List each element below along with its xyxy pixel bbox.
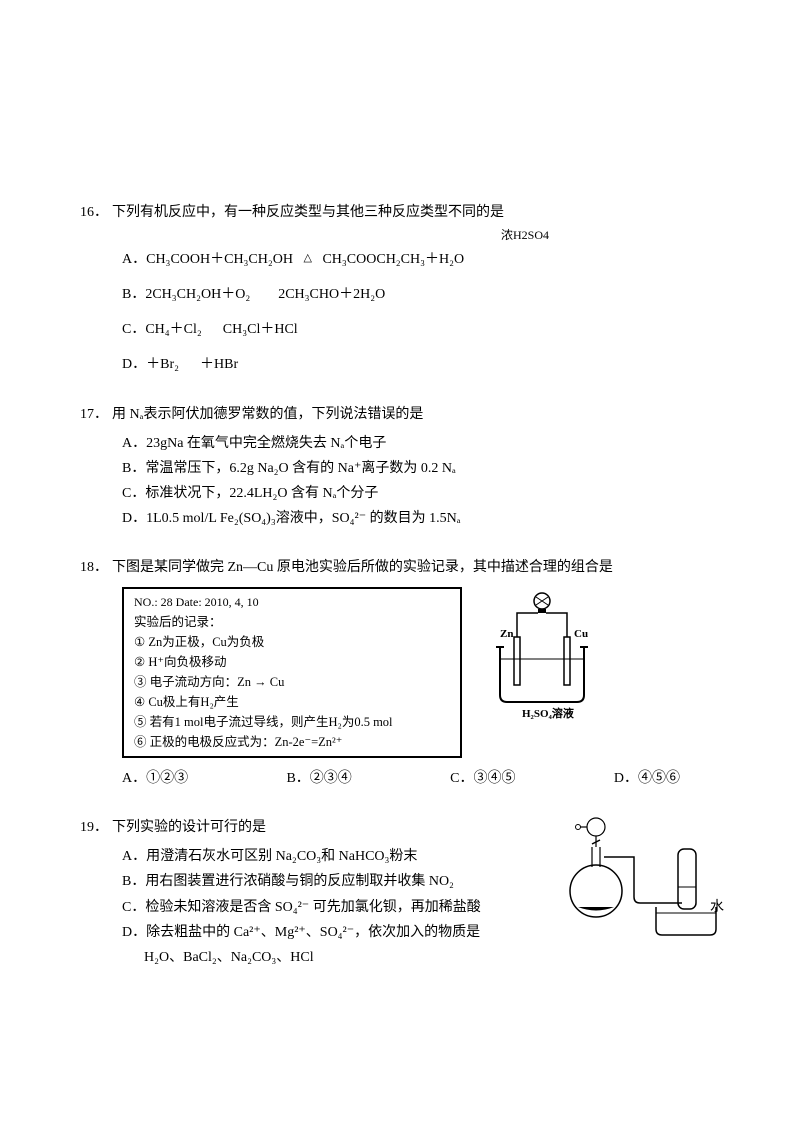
q16-b-left: B．2CH₃CH₂OH＋O₂ <box>122 287 250 302</box>
q16-c-left: C．CH₄＋Cl₂ <box>122 322 202 337</box>
q17-number: 17． <box>80 402 108 427</box>
notebook-line-2: ② H⁺向负极移动 <box>134 652 450 672</box>
q19-option-d-line2: H₂O、BaCl₂、Na₂CO₃、HCl <box>144 945 550 970</box>
question-19: 19． 下列实验的设计可行的是 A．用澄清石灰水可区别 Na₂CO₃和 NaHC… <box>80 815 720 970</box>
q16-a-right: CH₃COOCH₂CH₃＋H₂O <box>322 252 464 267</box>
q17-options: A．23gNa 在氧气中完全燃烧失去 Nₐ个电子 B．常温常压下，6.2g Na… <box>122 431 720 532</box>
q16-option-d: D．＋Br₂ ＋HBr <box>122 352 720 377</box>
q17-option-c: C．标准状况下，22.4LH₂O 含有 Nₐ个分子 <box>122 481 720 506</box>
q16-d-left: D．＋Br₂ <box>122 357 179 372</box>
apparatus-figure: 水 <box>560 809 720 970</box>
q18-option-b: B．②③④ <box>286 766 351 791</box>
q16-option-b: B．2CH₃CH₂OH＋O₂ 2CH₃CHO＋2H₂O <box>122 282 720 307</box>
delta-symbol: △ <box>304 249 312 269</box>
cu-label: Cu <box>574 628 588 640</box>
q19-option-c: C．检验未知溶液是否含 SO₄²⁻ 可先加氯化钡，再加稀盐酸 <box>122 895 550 920</box>
q18-option-a: A．①②③ <box>122 766 188 791</box>
q17-option-a: A．23gNa 在氧气中完全燃烧失去 Nₐ个电子 <box>122 431 720 456</box>
galvanic-cell-diagram: Zn Cu H₂SO₄溶液 <box>482 587 602 722</box>
question-17: 17． 用 Nₐ表示阿伏加德罗常数的值，下列说法错误的是 A．23gNa 在氧气… <box>80 402 720 532</box>
q16-d-right: ＋HBr <box>200 357 238 372</box>
q16-options: A．CH₃COOH＋CH₃CH₂OH △ CH₃COOCH₂CH₃＋H₂O B．… <box>122 247 720 378</box>
q18-option-c: C．③④⑤ <box>450 766 515 791</box>
notebook-title: 实验后的记录： <box>134 612 450 632</box>
notebook-line-4: ④ Cu极上有H₂产生 <box>134 692 450 712</box>
q18-figure-row: NO.: 28 Date: 2010, 4, 10 实验后的记录： ① Zn为正… <box>122 587 720 758</box>
q16-number: 16． <box>80 200 108 225</box>
notebook-line-5: ⑤ 若有1 mol电子流过导线，则产生H₂为0.5 mol <box>134 712 450 732</box>
q18-option-d: D．④⑤⑥ <box>614 766 680 791</box>
q19-option-a: A．用澄清石灰水可区别 Na₂CO₃和 NaHCO₃粉末 <box>122 844 550 869</box>
q19-stem: 19． 下列实验的设计可行的是 <box>80 815 550 840</box>
notebook-line-6: ⑥ 正极的电极反应式为：Zn-2e⁻=Zn²⁺ <box>134 732 450 752</box>
q16-c-right: CH₃Cl＋HCl <box>223 322 298 337</box>
q17-text: 用 Nₐ表示阿伏加德罗常数的值，下列说法错误的是 <box>112 402 423 427</box>
q17-option-d: D．1L0.5 mol/L Fe₂(SO₄)₃溶液中，SO₄²⁻ 的数目为 1.… <box>122 506 720 531</box>
q18-number: 18． <box>80 555 108 580</box>
q16-text: 下列有机反应中，有一种反应类型与其他三种反应类型不同的是 <box>112 200 504 225</box>
zn-label: Zn <box>500 628 513 640</box>
notebook-line-1: ① Zn为正极，Cu为负极 <box>134 632 450 652</box>
q17-stem: 17． 用 Nₐ表示阿伏加德罗常数的值，下列说法错误的是 <box>80 402 720 427</box>
q19-options: A．用澄清石灰水可区别 Na₂CO₃和 NaHCO₃粉末 B．用右图装置进行浓硝… <box>122 844 550 970</box>
question-18: 18． 下图是某同学做完 Zn—Cu 原电池实验后所做的实验记录，其中描述合理的… <box>80 555 720 791</box>
notebook-line-3: ③ 电子流动方向：Zn → Cu <box>134 672 450 692</box>
q18-text: 下图是某同学做完 Zn—Cu 原电池实验后所做的实验记录，其中描述合理的组合是 <box>112 555 613 580</box>
q16-option-c: C．CH₄＋Cl₂ CH₃Cl＋HCl <box>122 317 720 342</box>
q16-a-left: A．CH₃COOH＋CH₃CH₂OH <box>122 252 293 267</box>
q19-option-b: B．用右图装置进行浓硝酸与铜的反应制取并收集 NO₂ <box>122 869 550 894</box>
gas-collection-apparatus <box>560 809 720 949</box>
water-label: 水 <box>710 895 724 920</box>
question-16: 16． 下列有机反应中，有一种反应类型与其他三种反应类型不同的是 浓H2SO4 … <box>80 200 720 378</box>
solution-label: H₂SO₄溶液 <box>522 706 575 720</box>
q19-option-d-line1: D．除去粗盐中的 Ca²⁺、Mg²⁺、SO₄²⁻，依次加入的物质是 <box>122 920 550 945</box>
q18-options: A．①②③ B．②③④ C．③④⑤ D．④⑤⑥ <box>122 766 720 791</box>
q19-text: 下列实验的设计可行的是 <box>112 815 266 840</box>
q18-stem: 18． 下图是某同学做完 Zn—Cu 原电池实验后所做的实验记录，其中描述合理的… <box>80 555 720 580</box>
q16-stem: 16． 下列有机反应中，有一种反应类型与其他三种反应类型不同的是 <box>80 200 720 225</box>
q19-number: 19． <box>80 815 108 840</box>
notebook-header: NO.: 28 Date: 2010, 4, 10 <box>134 593 450 612</box>
lab-notebook: NO.: 28 Date: 2010, 4, 10 实验后的记录： ① Zn为正… <box>122 587 462 758</box>
q16-condition: 浓H2SO4 <box>330 225 720 247</box>
q16-option-a: A．CH₃COOH＋CH₃CH₂OH △ CH₃COOCH₂CH₃＋H₂O <box>122 247 720 272</box>
q17-option-b: B．常温常压下，6.2g Na₂O 含有的 Na⁺离子数为 0.2 Nₐ <box>122 456 720 481</box>
q16-b-right: 2CH₃CHO＋2H₂O <box>278 287 385 302</box>
